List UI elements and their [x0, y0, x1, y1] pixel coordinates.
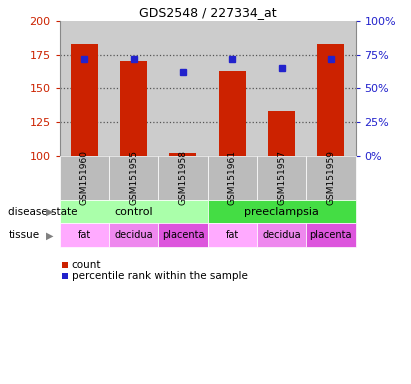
- Text: GSM151958: GSM151958: [178, 150, 187, 205]
- Text: GSM151961: GSM151961: [228, 150, 237, 205]
- Bar: [219, 71, 246, 156]
- Text: tissue: tissue: [8, 230, 39, 240]
- Text: fat: fat: [226, 230, 239, 240]
- Text: placenta: placenta: [162, 230, 204, 240]
- Bar: [120, 61, 147, 156]
- Text: control: control: [114, 207, 153, 217]
- Text: fat: fat: [78, 230, 91, 240]
- Text: GSM151957: GSM151957: [277, 150, 286, 205]
- Text: ▶: ▶: [46, 230, 53, 240]
- Bar: [268, 111, 295, 156]
- Text: decidua: decidua: [114, 230, 153, 240]
- Text: percentile rank within the sample: percentile rank within the sample: [72, 271, 247, 281]
- Text: GSM151960: GSM151960: [80, 150, 89, 205]
- Text: decidua: decidua: [262, 230, 301, 240]
- Title: GDS2548 / 227334_at: GDS2548 / 227334_at: [139, 5, 276, 18]
- Bar: [317, 44, 344, 156]
- Bar: [169, 153, 196, 156]
- Text: preeclampsia: preeclampsia: [244, 207, 319, 217]
- Text: ▶: ▶: [46, 207, 53, 217]
- Text: GSM151959: GSM151959: [326, 150, 335, 205]
- Text: disease state: disease state: [8, 207, 78, 217]
- Bar: [71, 44, 98, 156]
- Text: placenta: placenta: [309, 230, 352, 240]
- Text: GSM151955: GSM151955: [129, 150, 138, 205]
- Text: count: count: [72, 260, 101, 270]
